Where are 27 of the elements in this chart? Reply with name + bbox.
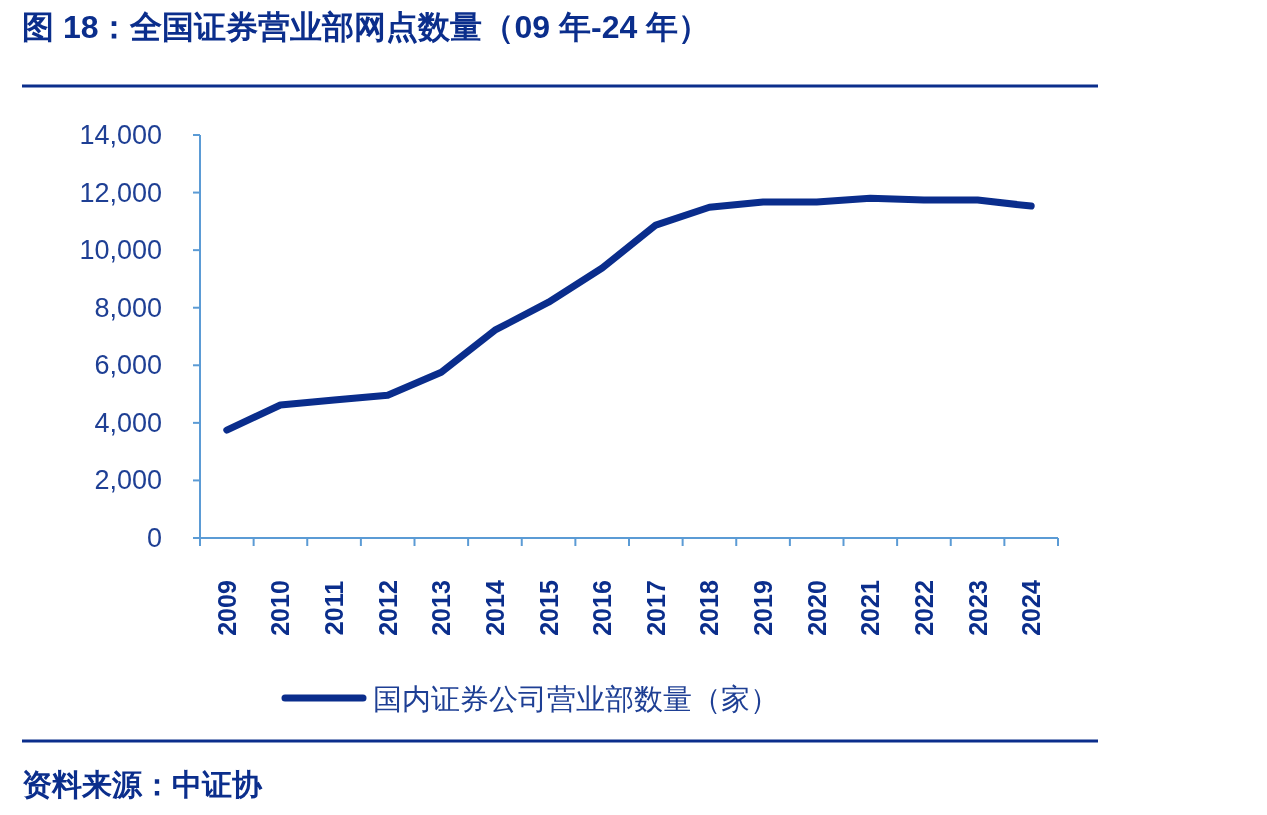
x-tick-label: 2021 <box>856 580 885 636</box>
y-tick-label: 12,000 <box>79 177 162 208</box>
x-tick-label: 2011 <box>320 580 349 636</box>
x-tick-label: 2023 <box>963 580 992 636</box>
y-tick-label: 8,000 <box>94 292 162 323</box>
x-tick-label: 2010 <box>266 580 295 636</box>
y-tick-label: 10,000 <box>79 235 162 266</box>
legend-label: 国内证券公司营业部数量（家） <box>373 683 779 715</box>
x-tick-label: 2018 <box>695 580 724 636</box>
chart-title: 图 18：全国证券营业部网点数量（09 年-24 年） <box>22 9 711 45</box>
x-tick-label: 2017 <box>641 580 670 636</box>
y-tick-label: 4,000 <box>94 407 162 438</box>
x-tick-label: 2016 <box>588 580 617 636</box>
x-tick-label: 2012 <box>373 580 402 636</box>
x-tick-label: 2024 <box>1017 580 1046 636</box>
x-tick-label: 2020 <box>802 580 831 636</box>
x-tick-label: 2009 <box>212 580 241 636</box>
text: 资料来源：中证协 <box>22 768 263 801</box>
x-tick-label: 2013 <box>427 580 456 636</box>
y-tick-label: 2,000 <box>94 465 162 496</box>
x-tick-label: 2015 <box>534 580 563 636</box>
x-tick-label: 2022 <box>909 580 938 636</box>
y-tick-label: 0 <box>146 523 162 553</box>
y-tick-label: 6,000 <box>94 350 162 381</box>
x-tick-label: 2019 <box>749 580 778 636</box>
y-tick-label: 14,000 <box>79 120 162 150</box>
x-tick-label: 2014 <box>480 580 509 636</box>
